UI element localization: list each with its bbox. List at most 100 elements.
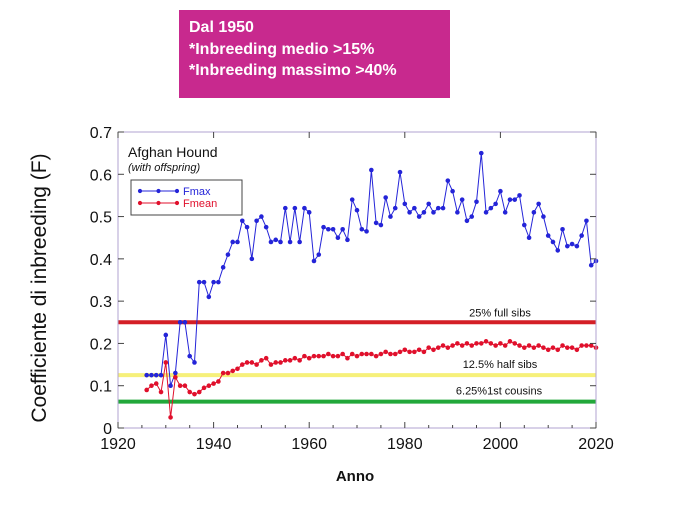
data-point-fmean (545, 347, 551, 353)
data-point-fmax (220, 265, 226, 270)
data-point-fmax (545, 233, 551, 238)
data-point-fmax (517, 193, 522, 198)
data-point-fmean (182, 383, 188, 389)
data-point-fmax (182, 319, 188, 325)
data-point-fmax (349, 197, 355, 202)
data-point-fmean (464, 341, 470, 346)
data-point-fmean (364, 351, 369, 357)
data-point-fmean (187, 389, 192, 395)
data-point-fmean (426, 345, 432, 350)
reference-label-1: 12.5% half sibs (463, 359, 538, 371)
data-point-fmax (173, 370, 178, 376)
note-line-1: Dal 1950 (189, 19, 254, 36)
plot-frame (117, 131, 597, 429)
data-point-fmean (469, 343, 475, 348)
data-point-fmean (278, 360, 283, 365)
data-point-fmean (512, 341, 518, 346)
data-point-fmax (431, 210, 436, 215)
data-point-fmean (407, 349, 412, 355)
data-point-fmax (297, 239, 302, 245)
data-point-fmean (584, 343, 589, 348)
data-point-fmax (311, 258, 317, 264)
data-point-fmean (259, 358, 264, 363)
data-point-fmax (373, 220, 379, 226)
data-point-fmean (201, 385, 207, 391)
data-point-fmax (541, 214, 546, 219)
data-point-fmean (440, 343, 446, 348)
data-point-fmax (493, 201, 498, 207)
data-point-fmax (335, 235, 341, 241)
data-point-fmax (153, 372, 159, 378)
x-tick-label: 1980 (387, 436, 423, 453)
data-point-fmean (455, 341, 460, 346)
data-point-fmax (584, 218, 589, 224)
data-point-fmean (254, 362, 259, 367)
data-point-fmean (220, 370, 226, 376)
data-point-fmean (435, 345, 441, 350)
data-point-fmean (225, 370, 231, 376)
data-point-fmax (359, 226, 365, 232)
data-point-fmean (163, 360, 169, 365)
data-point-fmax (187, 353, 192, 359)
y-axis-title: Coefficiente di inbreeding (F) (28, 153, 51, 423)
data-point-fmax (244, 224, 250, 230)
data-point-fmean (474, 341, 479, 346)
data-point-fmean (321, 353, 326, 359)
y-tick-label: 0.4 (90, 252, 112, 269)
chart-subtitle: (with offspring) (128, 162, 200, 174)
data-point-fmean (287, 358, 293, 363)
x-tick-label: 2020 (578, 436, 614, 453)
y-tick-label: 0.1 (90, 379, 112, 396)
data-point-fmean (235, 366, 240, 372)
data-point-fmax (416, 214, 422, 219)
data-point-fmean (263, 355, 269, 361)
x-axis-title: Anno (335, 468, 375, 485)
data-point-fmax (502, 210, 508, 215)
data-point-fmax (149, 372, 154, 378)
data-point-fmean (574, 347, 580, 353)
data-point-fmax (283, 205, 288, 211)
data-point-fmax (302, 205, 307, 211)
note-line-3: *Inbreeding massimo >40% (189, 62, 397, 79)
data-point-fmax (507, 197, 513, 202)
data-point-fmax (254, 218, 259, 224)
data-point-fmax (440, 205, 446, 211)
data-point-fmean (478, 341, 484, 346)
data-point-fmean (345, 355, 350, 361)
data-point-fmean (421, 349, 427, 355)
data-point-fmean (373, 353, 379, 359)
y-tick-label: 0.2 (90, 336, 112, 353)
data-point-fmax (287, 239, 293, 245)
data-point-fmean (550, 345, 556, 350)
data-point-fmean (416, 347, 422, 353)
reference-lines: 25% full sibs 12.5% half sibs 6.25%1st cou… (118, 307, 596, 404)
data-point-fmean (173, 374, 178, 380)
data-point-fmax (397, 169, 403, 175)
data-point-fmax (392, 205, 398, 211)
data-point-fmean (560, 343, 565, 348)
reference-label-0: 25% full sibs (469, 307, 531, 319)
data-point-fmax (158, 372, 164, 378)
data-point-fmax (378, 222, 384, 228)
data-point-fmean (211, 381, 216, 386)
data-point-fmax (421, 210, 427, 215)
legend-swatch-marker (156, 200, 161, 206)
data-point-fmax (268, 239, 274, 245)
data-point-fmax (263, 224, 269, 230)
data-point-fmean (144, 387, 149, 393)
data-point-fmean (196, 389, 202, 395)
y-tick-label: 0.6 (90, 167, 112, 184)
data-point-fmax (316, 252, 322, 257)
data-point-fmax (306, 210, 312, 215)
data-point-fmean (378, 351, 384, 357)
chart-title: Afghan Hound (128, 144, 218, 160)
data-point-fmax (488, 205, 494, 211)
data-point-fmean (283, 358, 288, 363)
data-point-fmean (565, 345, 570, 350)
legend-swatch-marker (156, 188, 161, 194)
data-point-fmax (555, 248, 561, 253)
data-point-fmean (569, 345, 575, 350)
data-point-fmax (177, 319, 183, 325)
y-tick-label: 0.5 (90, 210, 112, 227)
